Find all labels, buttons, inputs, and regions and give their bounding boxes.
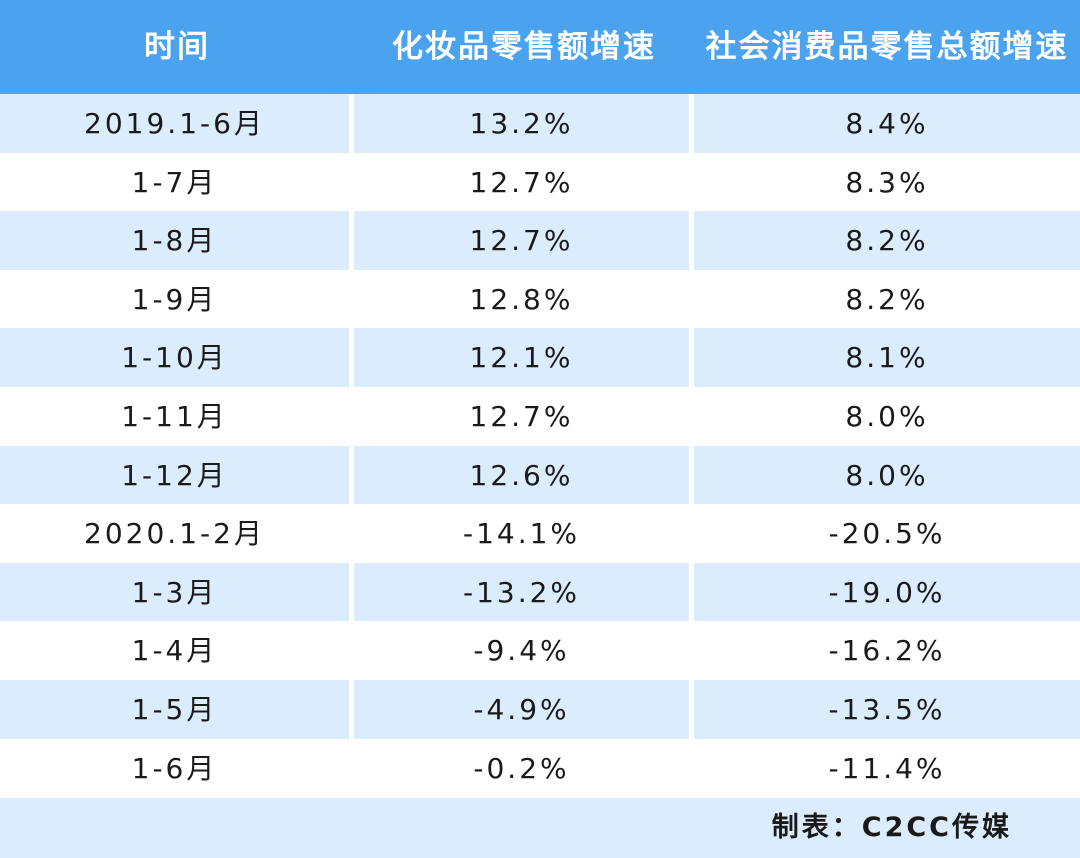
- table-row: 2019.1-6月 13.2% 8.4%: [0, 94, 1080, 153]
- cell-time: 1-8月: [0, 211, 354, 270]
- table-row: 1-12月 12.6% 8.0%: [0, 445, 1080, 505]
- cell-cosmetics: 12.7%: [354, 386, 694, 446]
- cell-cosmetics: -14.1%: [354, 504, 694, 563]
- cell-retail: -19.0%: [694, 562, 1080, 622]
- cell-time: 1-11月: [0, 386, 354, 446]
- cell-retail: -16.2%: [828, 634, 946, 668]
- cell-cosmetics: 12.1%: [354, 328, 694, 387]
- table-footer: 制表：C2CC传媒: [0, 798, 1080, 858]
- table-row: 1-7月 12.7% 8.3%: [0, 152, 1080, 212]
- cell-time: 2020.1-2月: [0, 504, 354, 563]
- cell-retail: 8.1%: [694, 328, 1080, 387]
- table-row: 1-11月 12.7% 8.0%: [0, 386, 1080, 446]
- table-row: 1-4月 -9.4% -16.2%: [0, 621, 1080, 680]
- cell-cosmetics: 12.6%: [354, 445, 694, 505]
- table-header: 时间 化妆品零售额增速 社会消费品零售总额增速: [0, 0, 1080, 94]
- cell-cosmetics: 12.7%: [354, 152, 694, 212]
- cell-cosmetics: -9.4%: [354, 621, 694, 680]
- cell-time: 1-5月: [0, 679, 354, 739]
- cell-cosmetics: -0.2%: [354, 738, 694, 798]
- table-row: 1-6月 -0.2% -11.4%: [0, 738, 1080, 798]
- cell-retail: 8.4%: [694, 94, 1080, 153]
- cell-retail: 8.3%: [845, 165, 929, 199]
- cell-retail: 8.2%: [845, 282, 929, 316]
- table-body: 2019.1-6月 13.2% 8.4% 1-7月 12.7% 8.3% 1-8…: [0, 94, 1080, 798]
- cell-cosmetics: -13.2%: [354, 562, 694, 622]
- cell-retail: -13.5%: [694, 679, 1080, 739]
- cell-retail: 8.0%: [845, 399, 929, 433]
- cell-retail: -20.5%: [828, 517, 946, 551]
- cell-time: 1-4月: [0, 621, 354, 680]
- cell-retail: -11.4%: [828, 751, 946, 785]
- cell-time: 1-6月: [0, 738, 354, 798]
- cell-time: 1-7月: [0, 152, 354, 212]
- source-credit: 制表：C2CC传媒: [771, 812, 1012, 843]
- cell-time: 1-10月: [0, 328, 354, 387]
- cell-time: 1-12月: [0, 445, 354, 505]
- table-row: 1-8月 12.7% 8.2%: [0, 211, 1080, 270]
- cell-cosmetics: 12.7%: [354, 211, 694, 270]
- table-row: 1-10月 12.1% 8.1%: [0, 328, 1080, 387]
- cell-time: 1-9月: [0, 269, 354, 329]
- table-row: 1-5月 -4.9% -13.5%: [0, 679, 1080, 739]
- header-time: 时间: [144, 29, 210, 65]
- header-retail-growth: 社会消费品零售总额增速: [705, 29, 1069, 65]
- cell-retail: 8.2%: [694, 211, 1080, 270]
- table-row: 1-9月 12.8% 8.2%: [0, 269, 1080, 329]
- table-row: 2020.1-2月 -14.1% -20.5%: [0, 504, 1080, 563]
- table-row: 1-3月 -13.2% -19.0%: [0, 562, 1080, 622]
- cell-cosmetics: 12.8%: [354, 269, 694, 329]
- cell-time: 1-3月: [0, 562, 354, 622]
- cell-retail: 8.0%: [694, 445, 1080, 505]
- cell-cosmetics: 13.2%: [354, 94, 694, 153]
- cell-cosmetics: -4.9%: [354, 679, 694, 739]
- cell-time: 2019.1-6月: [0, 94, 354, 153]
- header-cosmetics-growth: 化妆品零售额增速: [392, 29, 656, 65]
